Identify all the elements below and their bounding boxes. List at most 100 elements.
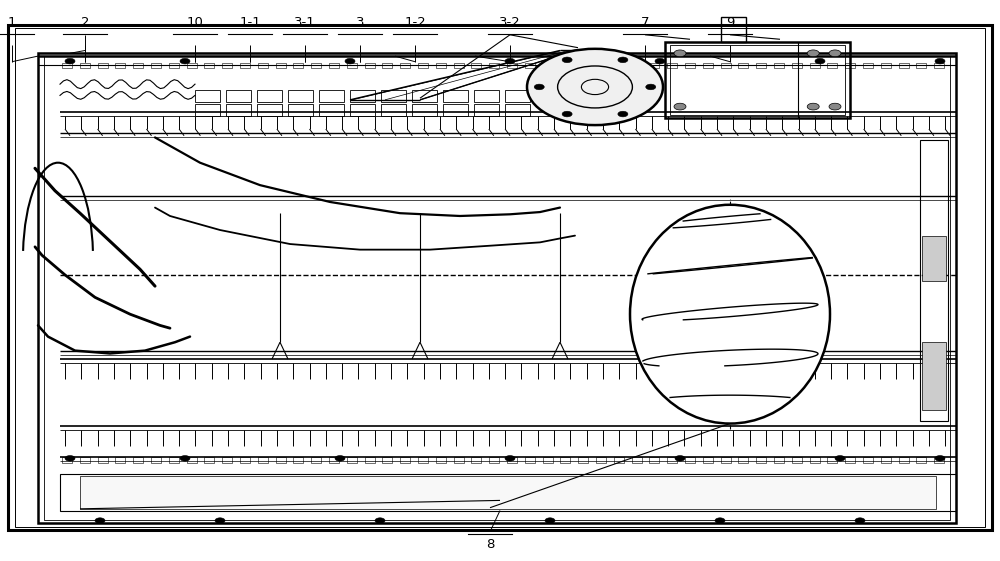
Bar — [400, 457, 410, 463]
Circle shape — [618, 57, 628, 63]
Text: 1: 1 — [8, 16, 16, 29]
Bar — [288, 90, 313, 102]
Bar — [454, 63, 464, 68]
Bar — [115, 63, 125, 68]
Bar — [489, 63, 499, 68]
Circle shape — [375, 518, 385, 523]
Bar — [632, 457, 642, 463]
Bar — [916, 63, 926, 68]
Text: 9: 9 — [726, 16, 734, 29]
Text: 10: 10 — [187, 16, 203, 29]
Bar — [222, 63, 232, 68]
Bar — [412, 104, 437, 116]
Bar — [329, 63, 339, 68]
Bar — [525, 457, 535, 463]
Bar — [436, 63, 446, 68]
Bar — [632, 63, 642, 68]
Bar — [738, 457, 748, 463]
Bar — [80, 476, 936, 509]
Bar — [774, 457, 784, 463]
Circle shape — [655, 58, 665, 64]
Bar — [400, 63, 410, 68]
Bar — [382, 457, 392, 463]
Bar — [276, 457, 286, 463]
Bar — [311, 63, 321, 68]
Circle shape — [829, 50, 841, 57]
Bar — [115, 457, 125, 463]
Circle shape — [180, 58, 190, 64]
Bar — [288, 104, 313, 116]
Bar — [507, 457, 517, 463]
Bar — [505, 104, 530, 116]
Circle shape — [715, 518, 725, 523]
Bar — [827, 457, 837, 463]
Bar — [365, 63, 375, 68]
Bar — [667, 63, 677, 68]
Circle shape — [646, 84, 656, 90]
Bar — [293, 63, 303, 68]
Bar — [80, 63, 90, 68]
Bar — [845, 63, 855, 68]
Bar — [667, 457, 677, 463]
Ellipse shape — [630, 205, 830, 424]
Bar — [505, 90, 530, 102]
Bar — [614, 457, 624, 463]
Bar — [738, 63, 748, 68]
Bar — [418, 457, 428, 463]
Bar — [80, 457, 90, 463]
Bar — [560, 63, 570, 68]
Bar — [863, 63, 873, 68]
Bar — [311, 457, 321, 463]
Bar — [347, 63, 357, 68]
Bar — [258, 457, 268, 463]
Circle shape — [527, 49, 663, 125]
Bar — [920, 140, 948, 421]
Circle shape — [807, 50, 819, 57]
Bar — [60, 474, 956, 511]
Bar — [685, 457, 695, 463]
Bar — [381, 90, 406, 102]
Circle shape — [505, 58, 515, 64]
Bar — [204, 63, 214, 68]
Bar — [756, 63, 766, 68]
Bar — [899, 63, 909, 68]
Bar — [222, 457, 232, 463]
Bar — [98, 63, 108, 68]
Bar — [792, 63, 802, 68]
Text: 8: 8 — [486, 537, 494, 551]
Bar — [319, 90, 344, 102]
Bar — [443, 104, 468, 116]
Bar — [226, 90, 251, 102]
Bar — [471, 457, 481, 463]
Bar — [756, 457, 766, 463]
Text: 3-2: 3-2 — [499, 16, 521, 29]
Circle shape — [674, 50, 686, 57]
Bar — [151, 457, 161, 463]
Bar — [916, 457, 926, 463]
Text: 1-1: 1-1 — [239, 16, 261, 29]
Bar — [257, 104, 282, 116]
Circle shape — [935, 456, 945, 461]
Bar — [319, 104, 344, 116]
Bar — [418, 63, 428, 68]
Text: 3: 3 — [356, 16, 364, 29]
Bar — [922, 342, 946, 410]
Bar — [543, 457, 553, 463]
Circle shape — [215, 518, 225, 523]
Bar — [845, 457, 855, 463]
Bar — [614, 63, 624, 68]
Bar — [169, 457, 179, 463]
Circle shape — [815, 58, 825, 64]
Circle shape — [675, 456, 685, 461]
Bar — [133, 63, 143, 68]
Bar — [133, 457, 143, 463]
Bar — [443, 90, 468, 102]
Bar — [881, 63, 891, 68]
Circle shape — [65, 58, 75, 64]
Bar — [98, 457, 108, 463]
Bar — [347, 457, 357, 463]
Circle shape — [505, 456, 515, 461]
Bar — [365, 457, 375, 463]
Bar — [471, 63, 481, 68]
Text: 3-1: 3-1 — [294, 16, 316, 29]
